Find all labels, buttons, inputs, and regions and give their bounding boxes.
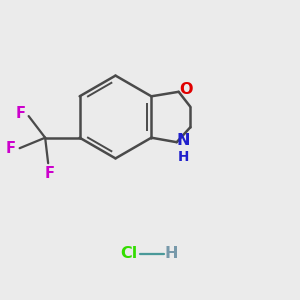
Text: H: H — [164, 246, 178, 261]
Text: F: F — [45, 166, 55, 181]
Text: Cl: Cl — [120, 246, 138, 261]
Text: F: F — [15, 106, 25, 121]
Text: F: F — [6, 141, 16, 156]
Text: N: N — [177, 133, 190, 148]
Text: O: O — [179, 82, 193, 97]
Text: H: H — [178, 150, 189, 164]
